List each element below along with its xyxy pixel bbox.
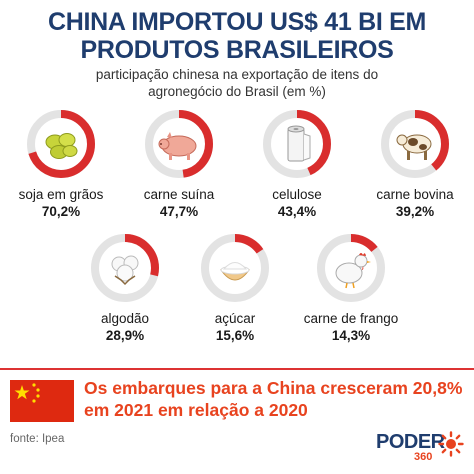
poder360-sun-icon bbox=[438, 431, 464, 457]
donut-value: 15,6% bbox=[215, 328, 255, 343]
donut-item: açúcar 15,6% bbox=[180, 228, 290, 344]
soybeans-icon bbox=[45, 133, 78, 159]
donut-slice bbox=[201, 234, 269, 302]
page-subtitle: participação chinesa na exportação de it… bbox=[0, 66, 474, 100]
donut-label: carne suína bbox=[143, 187, 215, 202]
donut-label: celulose bbox=[272, 187, 322, 202]
paper-roll-icon bbox=[287, 125, 311, 162]
donut-item: carne bovina 39,2% bbox=[360, 104, 470, 220]
donut-label: carne de frango bbox=[303, 311, 399, 326]
donut-value: 28,9% bbox=[105, 328, 145, 343]
donut-value: 43,4% bbox=[277, 204, 317, 219]
donut-value: 14,3% bbox=[331, 328, 371, 343]
donut-label: algodão bbox=[100, 311, 150, 326]
donut-slice bbox=[91, 234, 159, 302]
cotton-icon bbox=[111, 255, 139, 286]
pig-icon bbox=[158, 132, 197, 160]
donut-value: 39,2% bbox=[395, 204, 435, 219]
donut-slice bbox=[381, 110, 449, 178]
subtitle-line-1: participação chinesa na exportação de it… bbox=[95, 67, 379, 82]
chicken-icon bbox=[335, 253, 371, 289]
china-flag-icon bbox=[10, 380, 74, 422]
donut-value: 70,2% bbox=[41, 204, 81, 219]
sugar-bowl-icon bbox=[220, 262, 250, 281]
donut-chart bbox=[263, 110, 331, 178]
donut-label: soja em grãos bbox=[18, 187, 104, 202]
donut-item: soja em grãos 70,2% bbox=[6, 104, 116, 220]
donut-label: açúcar bbox=[214, 311, 256, 326]
donut-chart bbox=[317, 234, 385, 302]
page-title: CHINA IMPORTOU US$ 41 BI EM PRODUTOS BRA… bbox=[47, 8, 427, 64]
donut-slice bbox=[317, 234, 385, 302]
donut-slice bbox=[27, 110, 95, 178]
poder360-logo: PODER bbox=[376, 431, 445, 453]
donut-value: 47,7% bbox=[159, 204, 199, 219]
growth-note: Os embarques para a China cresceram 20,8… bbox=[84, 378, 463, 420]
donut-chart bbox=[201, 234, 269, 302]
donut-chart bbox=[145, 110, 213, 178]
donut-item: algodão 28,9% bbox=[70, 228, 180, 344]
donut-item: carne suína 47,7% bbox=[124, 104, 234, 220]
subtitle-line-2: agronegócio do Brasil (em %) bbox=[148, 84, 326, 99]
donut-chart bbox=[91, 234, 159, 302]
donut-chart bbox=[27, 110, 95, 178]
poder360-logo-sub: 360 bbox=[414, 451, 433, 463]
donut-item: celulose 43,4% bbox=[242, 104, 352, 220]
donut-chart bbox=[381, 110, 449, 178]
donut-label: carne bovina bbox=[376, 187, 454, 202]
donut-item: carne de frango 14,3% bbox=[296, 228, 406, 344]
source-label: fonte: Ipea bbox=[10, 433, 65, 445]
cow-icon bbox=[396, 134, 432, 160]
donut-slice bbox=[263, 110, 331, 178]
donut-slice bbox=[145, 110, 213, 178]
divider bbox=[0, 368, 474, 370]
